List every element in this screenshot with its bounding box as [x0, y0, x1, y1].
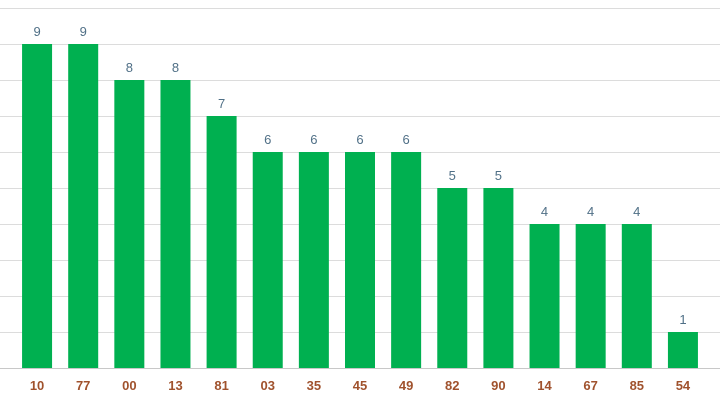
value-labels: 9 9 8 8 7 6 6 6 6 5 5 4 4 4 1: [33, 24, 686, 327]
value-label-14: 4: [541, 204, 548, 219]
value-label-03: 6: [264, 132, 271, 147]
bar-81: [206, 116, 237, 368]
value-label-00: 8: [126, 60, 133, 75]
x-tick-label-82: 82: [445, 378, 459, 393]
bar-35: [298, 152, 329, 368]
bar-82: [437, 188, 468, 368]
value-label-49: 6: [403, 132, 410, 147]
value-label-81: 7: [218, 96, 225, 111]
value-label-85: 4: [633, 204, 640, 219]
x-tick-label-45: 45: [353, 378, 367, 393]
x-tick-label-49: 49: [399, 378, 413, 393]
bar-45: [345, 152, 375, 368]
bar-14: [529, 224, 560, 368]
bar-54: [667, 332, 698, 368]
value-label-13: 8: [172, 60, 179, 75]
bar-03: [252, 152, 283, 368]
bar-00: [114, 80, 145, 368]
bar-67: [575, 224, 606, 368]
x-tick-label-35: 35: [307, 378, 321, 393]
bar-77: [68, 44, 99, 368]
value-label-67: 4: [587, 204, 594, 219]
x-tick-label-03: 03: [260, 378, 274, 393]
value-label-54: 1: [679, 312, 686, 327]
bar-10: [22, 44, 53, 368]
value-label-82: 5: [449, 168, 456, 183]
bar-13: [160, 80, 191, 368]
bar-49: [391, 152, 422, 368]
x-tick-label-85: 85: [630, 378, 644, 393]
value-label-10: 9: [33, 24, 40, 39]
x-tick-label-54: 54: [676, 378, 691, 393]
x-tick-label-13: 13: [168, 378, 182, 393]
x-tick-label-81: 81: [214, 378, 228, 393]
bar-85: [621, 224, 652, 368]
x-tick-label-77: 77: [76, 378, 90, 393]
value-label-45: 6: [356, 132, 363, 147]
x-tick-label-67: 67: [583, 378, 597, 393]
value-label-35: 6: [310, 132, 317, 147]
x-tick-label-00: 00: [122, 378, 136, 393]
value-label-90: 5: [495, 168, 502, 183]
x-tick-label-90: 90: [491, 378, 505, 393]
bar-90: [483, 188, 514, 368]
bars: [22, 44, 698, 368]
x-axis-tick-labels: 10 77 00 13 81 03 35 45 49 82 90 14 67 85 54: [30, 378, 691, 393]
value-label-77: 9: [80, 24, 87, 39]
x-tick-label-14: 14: [537, 378, 552, 393]
x-tick-label-10: 10: [30, 378, 44, 393]
